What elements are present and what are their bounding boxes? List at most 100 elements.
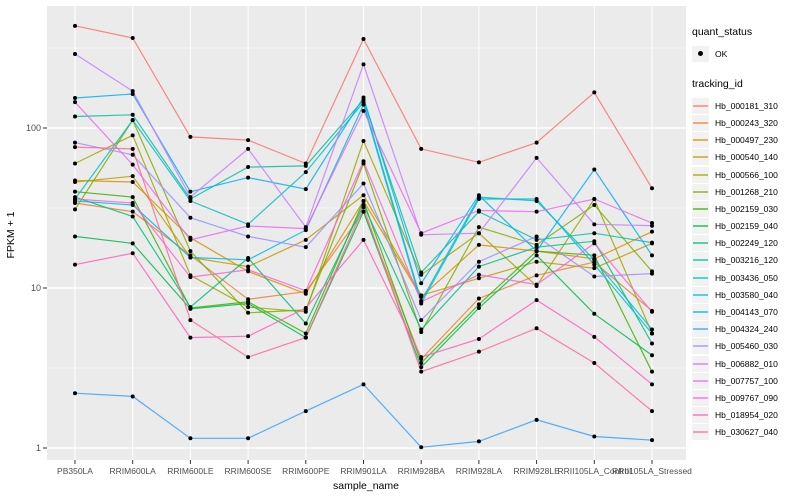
legend-item-Hb_000181_310: Hb_000181_310 bbox=[692, 97, 798, 114]
line-swatch-icon bbox=[692, 97, 709, 114]
data-point bbox=[476, 264, 481, 269]
data-point bbox=[130, 241, 135, 246]
data-point bbox=[476, 259, 481, 264]
data-point bbox=[476, 196, 481, 201]
legend-item-label: Hb_000540_140 bbox=[715, 152, 778, 163]
legend-item-label: Hb_002249_120 bbox=[715, 238, 778, 249]
data-point bbox=[476, 305, 481, 310]
data-point bbox=[303, 237, 308, 242]
data-point bbox=[246, 175, 251, 180]
data-point bbox=[419, 231, 424, 236]
data-point bbox=[650, 331, 654, 336]
data-point bbox=[650, 220, 654, 225]
data-point bbox=[650, 309, 654, 314]
data-point bbox=[246, 436, 251, 441]
data-point bbox=[246, 146, 251, 151]
legend-item-label: Hb_030627_040 bbox=[715, 427, 778, 438]
legend-item-Hb_018954_020: Hb_018954_020 bbox=[692, 407, 798, 424]
data-point bbox=[419, 355, 424, 360]
data-point bbox=[130, 174, 135, 179]
data-point bbox=[303, 291, 308, 296]
data-point bbox=[303, 187, 308, 192]
legend-item-Hb_000497_230: Hb_000497_230 bbox=[692, 132, 798, 149]
data-point bbox=[130, 209, 135, 214]
data-point bbox=[592, 274, 597, 279]
data-point bbox=[303, 288, 308, 293]
line-swatch-icon bbox=[692, 149, 709, 166]
data-point bbox=[476, 208, 481, 213]
data-point bbox=[650, 186, 654, 191]
data-point bbox=[188, 305, 193, 310]
data-point bbox=[188, 275, 193, 280]
line-swatch-icon bbox=[692, 252, 709, 269]
data-point bbox=[419, 369, 424, 374]
data-point bbox=[419, 270, 424, 275]
legend-item-Hb_002249_120: Hb_002249_120 bbox=[692, 235, 798, 252]
data-point bbox=[246, 138, 251, 143]
data-point bbox=[534, 245, 539, 250]
legend-item-label: Hb_003436_050 bbox=[715, 272, 778, 283]
line-swatch-icon bbox=[692, 114, 709, 131]
y-tick-label: 10 bbox=[31, 283, 41, 293]
data-point bbox=[246, 334, 251, 339]
data-point bbox=[419, 146, 424, 151]
legend-item-Hb_002159_040: Hb_002159_040 bbox=[692, 218, 798, 235]
data-point bbox=[534, 209, 539, 214]
data-point bbox=[303, 305, 308, 310]
data-point bbox=[361, 138, 366, 143]
data-point bbox=[650, 253, 654, 258]
data-point bbox=[130, 118, 135, 123]
data-point bbox=[73, 145, 77, 150]
line-swatch-icon bbox=[692, 269, 709, 286]
data-point bbox=[303, 335, 308, 340]
legend-item-label: Hb_000566_100 bbox=[715, 169, 778, 180]
data-point bbox=[188, 255, 193, 260]
data-point bbox=[188, 436, 193, 441]
data-point bbox=[188, 189, 193, 194]
data-point bbox=[361, 181, 366, 186]
legend-item-Hb_003216_120: Hb_003216_120 bbox=[692, 252, 798, 269]
legend-item-Hb_006882_010: Hb_006882_010 bbox=[692, 355, 798, 372]
data-point bbox=[246, 264, 251, 269]
data-point bbox=[592, 90, 597, 95]
data-point bbox=[303, 170, 308, 175]
legend-item-label: Hb_003580_040 bbox=[715, 289, 778, 300]
legend-item-label: Hb_005460_030 bbox=[715, 341, 778, 352]
line-swatch-icon bbox=[692, 338, 709, 355]
data-point bbox=[650, 438, 654, 443]
data-point bbox=[130, 214, 135, 219]
data-point bbox=[476, 225, 481, 230]
data-point bbox=[650, 240, 654, 245]
data-point bbox=[650, 369, 654, 374]
data-point bbox=[246, 310, 251, 315]
data-point bbox=[650, 327, 654, 332]
x-tick-label: RRII105LA_Control bbox=[557, 466, 631, 476]
legend-item-Hb_001268_210: Hb_001268_210 bbox=[692, 183, 798, 200]
data-point bbox=[650, 229, 654, 234]
x-tick-label: RRIM600PE bbox=[282, 466, 330, 476]
x-tick-label: RRIM928BA bbox=[398, 466, 446, 476]
data-point bbox=[73, 161, 77, 166]
data-point bbox=[188, 195, 193, 200]
legend-item-label: Hb_000181_310 bbox=[715, 100, 778, 111]
x-tick-label: RRIM928LE bbox=[513, 466, 560, 476]
x-axis-title: sample_name bbox=[333, 480, 399, 492]
data-point bbox=[130, 195, 135, 200]
data-point bbox=[361, 237, 366, 242]
legend-item-Hb_007757_100: Hb_007757_100 bbox=[692, 372, 798, 389]
legend-item-Hb_005460_030: Hb_005460_030 bbox=[692, 338, 798, 355]
data-point bbox=[73, 100, 77, 105]
x-tick-label: RRIM600SE bbox=[224, 466, 272, 476]
legend-item-Hb_003580_040: Hb_003580_040 bbox=[692, 286, 798, 303]
data-point bbox=[73, 196, 77, 201]
line-swatch-icon bbox=[692, 218, 709, 235]
data-point bbox=[130, 200, 135, 205]
data-point bbox=[592, 434, 597, 439]
data-point bbox=[361, 62, 366, 67]
data-point bbox=[592, 253, 597, 258]
data-point bbox=[592, 167, 597, 172]
data-point bbox=[303, 321, 308, 326]
data-point bbox=[534, 155, 539, 160]
data-point bbox=[188, 318, 193, 323]
